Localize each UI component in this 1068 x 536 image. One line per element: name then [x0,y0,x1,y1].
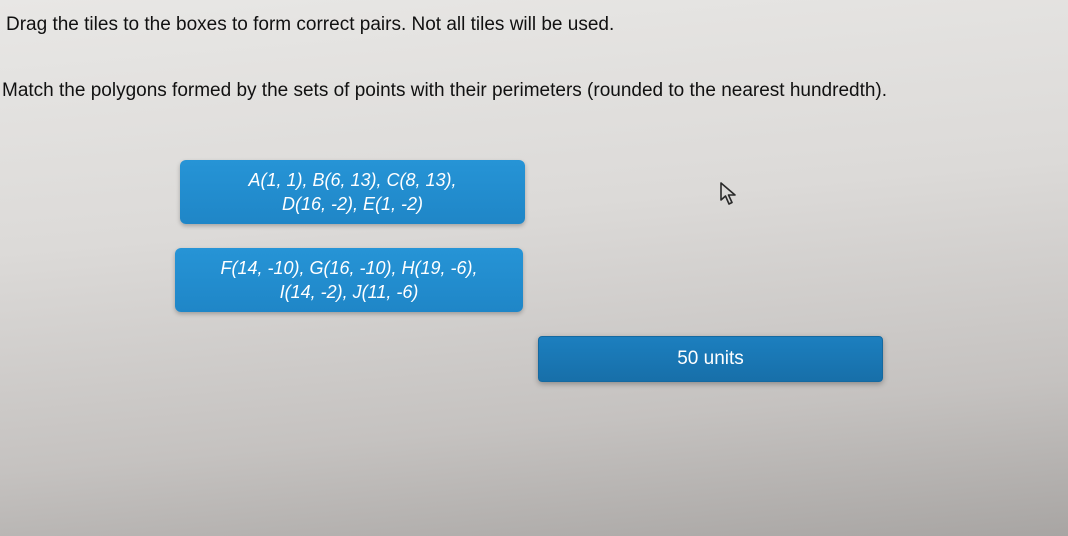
box-label: 50 units [677,348,744,370]
tile-line: A(1, 1), B(6, 13), C(8, 13), [248,168,456,192]
cursor-icon [720,182,738,206]
instruction-line-1: Drag the tiles to the boxes to form corr… [6,14,614,36]
tile-line: I(14, -2), J(11, -6) [280,280,419,304]
tile-polygon-fghij[interactable]: F(14, -10), G(16, -10), H(19, -6), I(14,… [175,248,523,312]
tile-polygon-abcde[interactable]: A(1, 1), B(6, 13), C(8, 13), D(16, -2), … [180,160,525,224]
tile-line: F(14, -10), G(16, -10), H(19, -6), [220,256,477,280]
tile-line: D(16, -2), E(1, -2) [282,192,423,216]
drop-box-50-units[interactable]: 50 units [538,336,883,382]
instruction-line-2: Match the polygons formed by the sets of… [2,80,887,102]
